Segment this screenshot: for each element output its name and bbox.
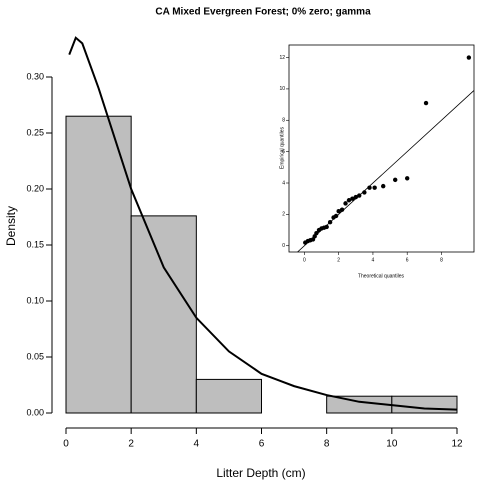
- x-tick-label: 2: [128, 439, 134, 450]
- inset-x-tick-label: 4: [372, 257, 375, 263]
- density-curve: [68, 36, 458, 411]
- inset-x-tick-label: 6: [406, 257, 409, 263]
- point: [393, 177, 398, 183]
- inset-x-tick-label: 8: [440, 257, 443, 263]
- inset-frame: [288, 44, 475, 253]
- y-axis-label: Density: [4, 206, 18, 246]
- inset-x-tick-label: 2: [337, 257, 340, 263]
- inset-y-label: Empirical quantiles: [279, 127, 285, 169]
- inset-y-tick-label: 8: [282, 118, 285, 124]
- point: [423, 100, 429, 106]
- point: [381, 183, 386, 189]
- y-tick-label: 0.30: [26, 71, 44, 81]
- bar: [130, 215, 197, 414]
- y-tick-label: 0.15: [26, 239, 44, 249]
- point: [336, 209, 341, 214]
- y-tick-label: 0.10: [26, 295, 44, 305]
- inset-y-tick-label: 2: [282, 212, 285, 218]
- point: [339, 207, 345, 212]
- inset-y-tick-label: 4: [282, 180, 285, 186]
- point: [327, 220, 333, 225]
- inset-x-tick-label: 0: [303, 257, 306, 263]
- point: [346, 198, 352, 203]
- point: [357, 193, 362, 198]
- inset-y-tick-label: 0: [282, 243, 285, 249]
- x-tick-label: 12: [451, 439, 463, 450]
- point: [404, 176, 410, 181]
- point: [350, 196, 355, 201]
- x-tick-label: 4: [194, 439, 200, 450]
- x-axis-label: Litter Depth (cm): [216, 466, 305, 480]
- point: [324, 224, 329, 230]
- y-tick-label: 0.05: [26, 351, 44, 361]
- bar: [195, 378, 262, 414]
- inset-y-tick-label: 10: [279, 86, 285, 92]
- y-tick-label: 0.25: [26, 127, 44, 137]
- inset-y-tick-label: 12: [279, 55, 285, 61]
- y-tick-label: 0.00: [26, 407, 44, 417]
- x-tick-label: 6: [259, 439, 265, 450]
- x-tick-label: 10: [386, 439, 398, 450]
- bar: [391, 395, 458, 414]
- point: [343, 201, 348, 206]
- point: [362, 190, 367, 195]
- chart-title: CA Mixed Evergreen Forest; 0% zero; gamm…: [155, 7, 371, 18]
- bar: [65, 115, 132, 414]
- point: [372, 185, 377, 190]
- x-tick-label: 0: [63, 439, 69, 450]
- inset-x-label: Theoretical quantiles: [358, 273, 405, 279]
- point: [353, 194, 359, 200]
- point: [367, 185, 372, 190]
- point: [314, 230, 319, 236]
- point: [466, 55, 472, 60]
- point: [333, 213, 339, 219]
- x-tick-label: 8: [324, 439, 330, 450]
- inset-y-tick-label: 6: [282, 149, 285, 155]
- y-tick-label: 0.20: [26, 183, 44, 193]
